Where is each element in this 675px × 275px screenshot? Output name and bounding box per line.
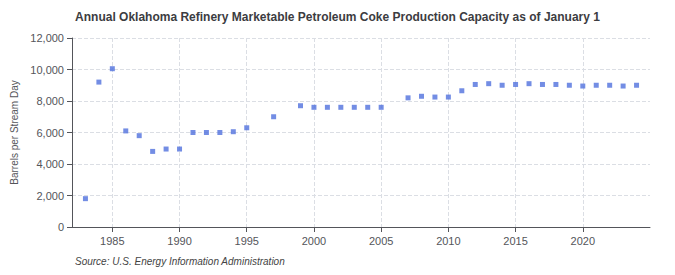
svg-text:10,000: 10,000 — [30, 64, 64, 76]
svg-text:1995: 1995 — [235, 235, 259, 247]
svg-text:4,000: 4,000 — [36, 158, 64, 170]
svg-text:0: 0 — [58, 221, 64, 233]
svg-text:1985: 1985 — [100, 235, 124, 247]
svg-text:2010: 2010 — [436, 235, 460, 247]
svg-text:8,000: 8,000 — [36, 95, 64, 107]
svg-text:6,000: 6,000 — [36, 127, 64, 139]
svg-text:2,000: 2,000 — [36, 190, 64, 202]
svg-text:1990: 1990 — [167, 235, 191, 247]
svg-text:Barrels per Stream Day: Barrels per Stream Day — [9, 80, 20, 184]
svg-text:Source: U.S. Energy Informatio: Source: U.S. Energy Information Administ… — [75, 256, 285, 267]
svg-text:2015: 2015 — [503, 235, 527, 247]
svg-text:12,000: 12,000 — [30, 32, 64, 44]
svg-text:Annual Oklahoma Refinery Marke: Annual Oklahoma Refinery Marketable Petr… — [75, 10, 600, 24]
svg-text:2020: 2020 — [571, 235, 595, 247]
svg-text:2005: 2005 — [369, 235, 393, 247]
svg-text:2000: 2000 — [302, 235, 326, 247]
